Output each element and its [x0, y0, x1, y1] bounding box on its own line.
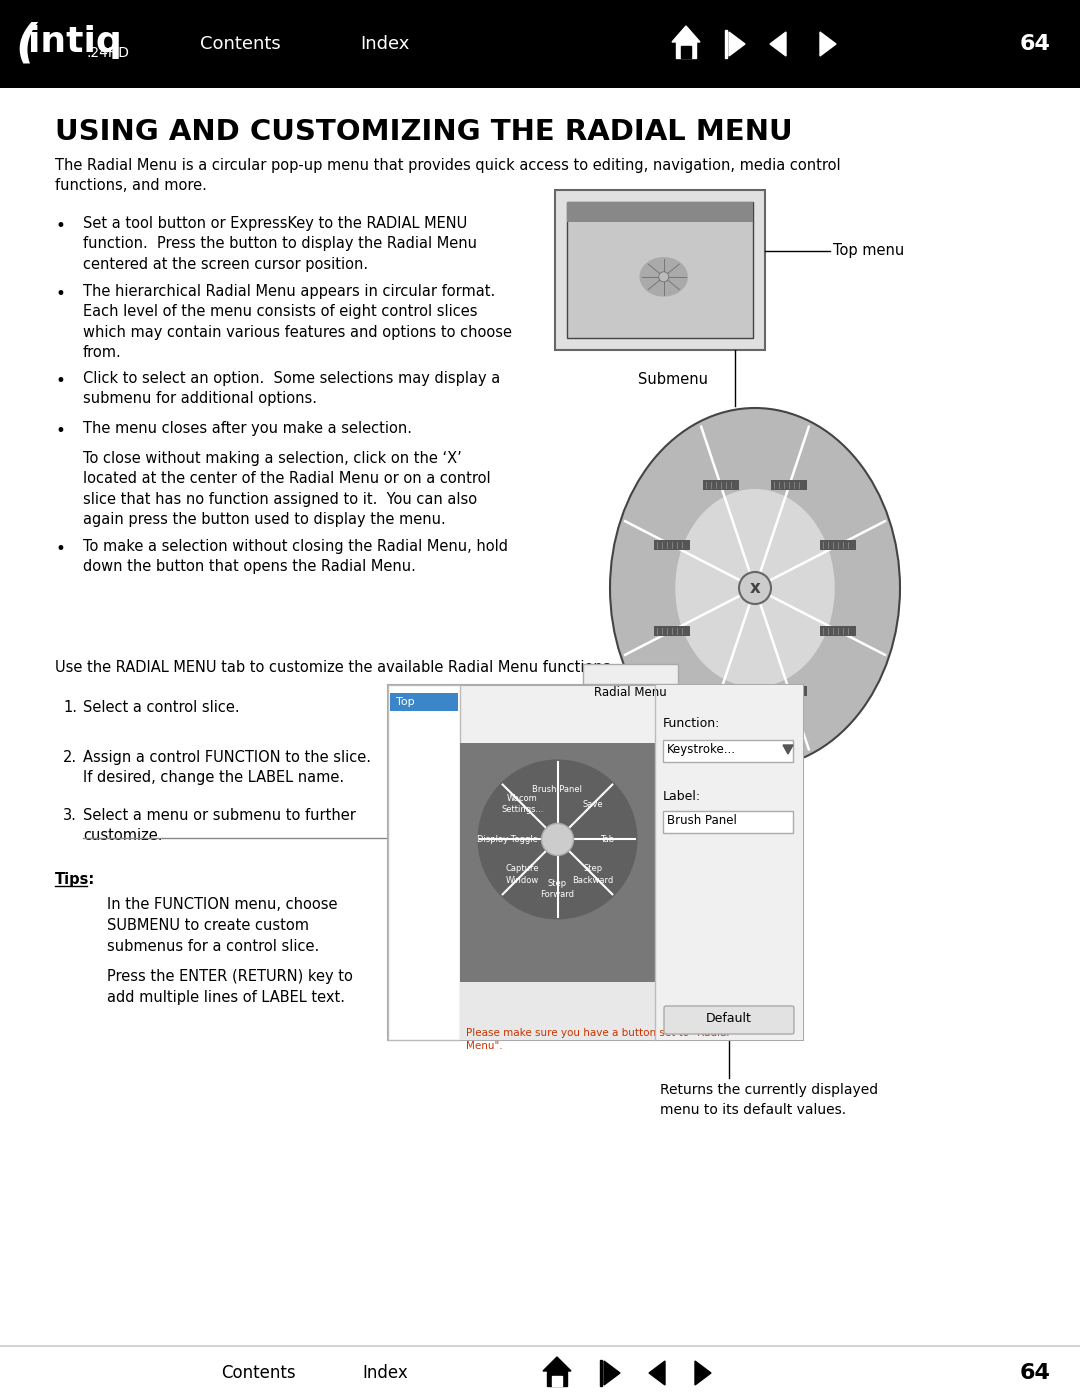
Text: •: •: [55, 285, 65, 303]
Text: 3.: 3.: [63, 807, 77, 823]
Text: •: •: [55, 372, 65, 390]
Text: Top: Top: [396, 697, 415, 707]
Text: Select a menu or submenu to further
customize.: Select a menu or submenu to further cust…: [83, 807, 356, 844]
Text: The hierarchical Radial Menu appears in circular format.
Each level of the menu : The hierarchical Radial Menu appears in …: [83, 284, 512, 360]
Text: •: •: [55, 217, 65, 235]
Bar: [703, 686, 739, 696]
Polygon shape: [725, 29, 727, 59]
Text: Select a control slice.: Select a control slice.: [83, 700, 240, 715]
Text: 64: 64: [1020, 34, 1051, 54]
Text: intiq: intiq: [28, 25, 122, 59]
Text: Submenu: Submenu: [638, 372, 708, 387]
Bar: [654, 541, 690, 550]
Ellipse shape: [675, 489, 835, 687]
FancyBboxPatch shape: [664, 1006, 794, 1034]
Text: Step
Forward: Step Forward: [540, 879, 575, 900]
Text: (: (: [15, 21, 37, 67]
Text: 1.: 1.: [63, 700, 77, 715]
Polygon shape: [543, 1356, 571, 1370]
Text: Tips:: Tips:: [55, 872, 95, 887]
Text: Top menu: Top menu: [833, 243, 904, 258]
Text: The Radial Menu is a circular pop-up menu that provides quick access to editing,: The Radial Menu is a circular pop-up men…: [55, 158, 840, 193]
Polygon shape: [770, 32, 786, 56]
Bar: [654, 626, 690, 636]
Circle shape: [659, 272, 669, 282]
Text: x: x: [750, 578, 760, 597]
Polygon shape: [820, 32, 836, 56]
Bar: [567, 203, 753, 222]
Bar: [820, 626, 856, 636]
Polygon shape: [696, 1361, 711, 1384]
Bar: [771, 481, 808, 490]
Text: Press the ENTER (RETURN) key to
add multiple lines of LABEL text.: Press the ENTER (RETURN) key to add mult…: [107, 970, 353, 1004]
Text: Contents: Contents: [220, 1363, 295, 1382]
Text: Save: Save: [582, 800, 603, 809]
Text: Function:: Function:: [663, 717, 720, 731]
Text: 64: 64: [1020, 1363, 1051, 1383]
Circle shape: [477, 760, 637, 919]
Text: Capture
Window: Capture Window: [505, 865, 539, 884]
Text: Step
Backward: Step Backward: [572, 865, 613, 884]
Text: Wacom
Settings...: Wacom Settings...: [501, 795, 543, 814]
Bar: [567, 203, 753, 338]
Bar: [0, 0, 1080, 88]
Text: Display Toggle: Display Toggle: [477, 835, 538, 844]
Text: Radial Menu: Radial Menu: [594, 686, 666, 700]
Text: To close without making a selection, click on the ‘X’
located at the center of t: To close without making a selection, cli…: [83, 451, 490, 527]
Polygon shape: [729, 32, 745, 56]
Text: Click to select an option.  Some selections may display a
submenu for additional: Click to select an option. Some selectio…: [83, 372, 500, 407]
Text: Use the RADIAL MENU tab to customize the available Radial Menu functions.: Use the RADIAL MENU tab to customize the…: [55, 659, 616, 675]
Bar: [388, 685, 804, 1039]
Polygon shape: [681, 46, 691, 59]
Bar: [703, 481, 739, 490]
Polygon shape: [552, 1376, 562, 1386]
Text: Default: Default: [706, 1013, 752, 1025]
Text: •: •: [55, 422, 65, 440]
Bar: [771, 686, 808, 696]
Text: Index: Index: [362, 1363, 408, 1382]
Text: Label:: Label:: [663, 789, 701, 803]
Polygon shape: [649, 1361, 665, 1384]
Text: To make a selection without closing the Radial Menu, hold
down the button that o: To make a selection without closing the …: [83, 539, 508, 574]
Polygon shape: [676, 42, 696, 59]
Polygon shape: [600, 1361, 602, 1386]
Circle shape: [541, 823, 573, 855]
Text: Contents: Contents: [200, 35, 281, 53]
Bar: [654, 685, 804, 1039]
Text: Brush Panel: Brush Panel: [532, 785, 582, 795]
Bar: [388, 685, 460, 1039]
Text: •: •: [55, 541, 65, 557]
Text: Index: Index: [361, 35, 409, 53]
Bar: [460, 982, 654, 1039]
Text: 2.: 2.: [63, 750, 77, 766]
Polygon shape: [546, 1370, 567, 1386]
Text: Please make sure you have a button set to "Radial
Menu".: Please make sure you have a button set t…: [465, 1028, 729, 1051]
Text: Keystroke...: Keystroke...: [667, 743, 735, 757]
Polygon shape: [783, 745, 793, 754]
Polygon shape: [672, 27, 700, 42]
Bar: [663, 812, 793, 833]
Polygon shape: [604, 1361, 620, 1384]
Bar: [820, 541, 856, 550]
Text: The menu closes after you make a selection.: The menu closes after you make a selecti…: [83, 420, 411, 436]
Text: Set a tool button or ExpressKey to the RADIAL MENU
function.  Press the button t: Set a tool button or ExpressKey to the R…: [83, 217, 477, 272]
Bar: [555, 190, 765, 351]
Circle shape: [739, 571, 771, 604]
Bar: [390, 693, 458, 711]
Bar: [583, 664, 678, 685]
Bar: [460, 743, 654, 1039]
Text: Tab: Tab: [600, 835, 615, 844]
Text: USING AND CUSTOMIZING THE RADIAL MENU: USING AND CUSTOMIZING THE RADIAL MENU: [55, 117, 793, 147]
Text: Brush Panel: Brush Panel: [667, 814, 737, 827]
Text: Returns the currently displayed
menu to its default values.: Returns the currently displayed menu to …: [660, 1083, 878, 1116]
Bar: [663, 740, 793, 761]
Ellipse shape: [639, 257, 688, 296]
Text: Assign a control FUNCTION to the slice.
If desired, change the LABEL name.: Assign a control FUNCTION to the slice. …: [83, 750, 372, 785]
Text: .24HD: .24HD: [86, 46, 129, 60]
Text: In the FUNCTION menu, choose
SUBMENU to create custom
submenus for a control sli: In the FUNCTION menu, choose SUBMENU to …: [107, 897, 337, 954]
Ellipse shape: [610, 408, 900, 768]
